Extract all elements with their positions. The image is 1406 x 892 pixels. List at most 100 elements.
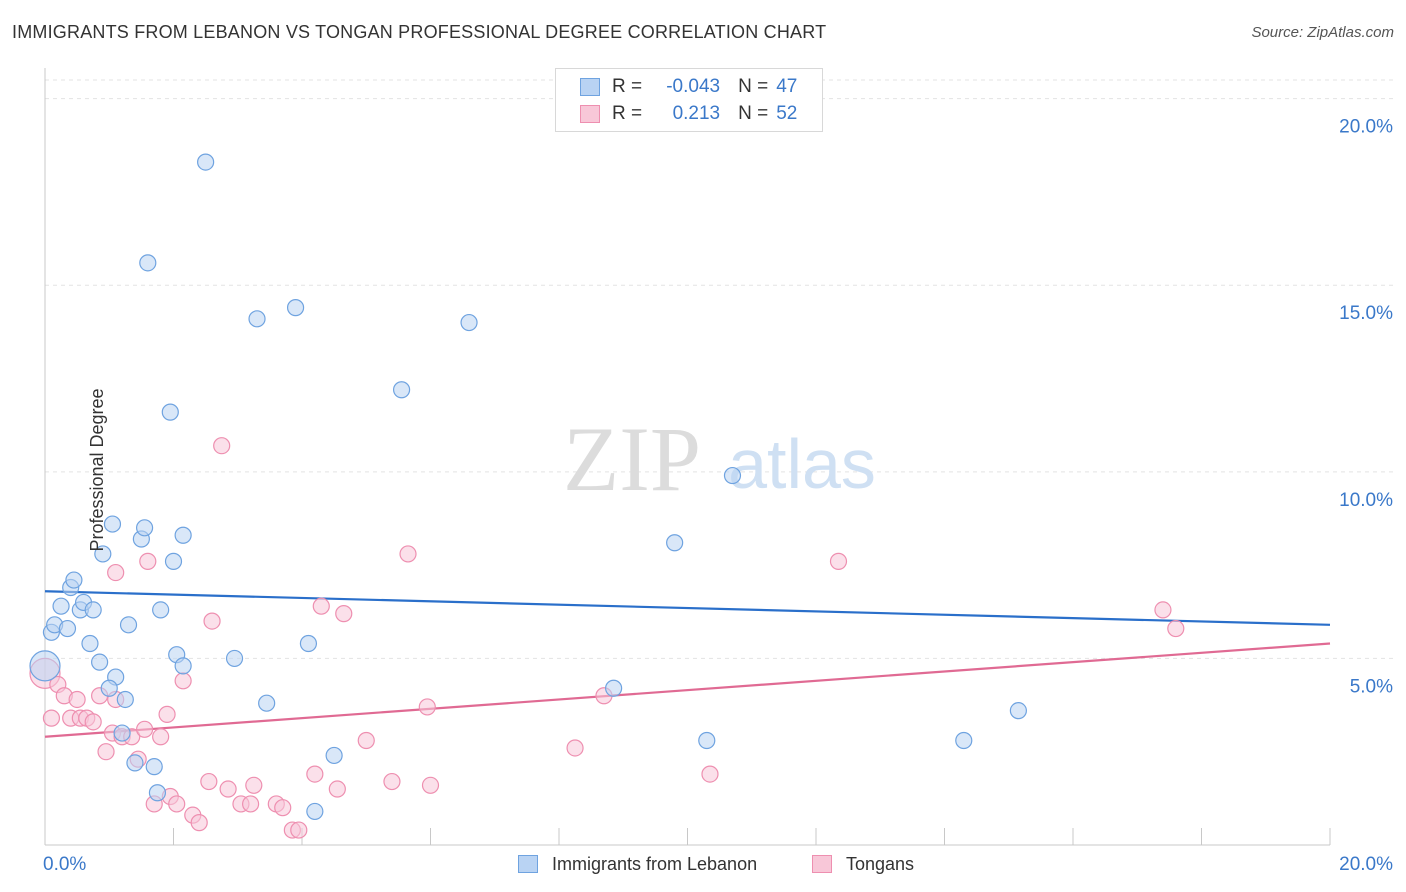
point-tongans [829, 552, 848, 570]
point-lebanon [197, 153, 215, 171]
data-points [29, 153, 1185, 839]
point-lebanon [666, 534, 684, 552]
point-tongans [107, 563, 125, 582]
point-lebanon [248, 310, 266, 328]
x-tick-label-right: 20.0% [1339, 854, 1393, 875]
point-lebanon [139, 254, 157, 272]
point-lebanon [84, 601, 102, 619]
point-lebanon [65, 571, 83, 589]
n-value-tongans: 52 [776, 103, 798, 124]
point-tongans [135, 720, 154, 738]
point-tongans [174, 672, 192, 690]
bottom-legend-swatch-tongans [812, 855, 832, 873]
point-lebanon [698, 731, 716, 750]
point-lebanon [286, 299, 305, 317]
point-lebanon [152, 601, 170, 619]
x-tick-label-left: 0.0% [43, 854, 86, 875]
point-tongans [383, 772, 401, 791]
point-lebanon [258, 694, 276, 712]
point-lebanon [164, 552, 183, 570]
legend-row-tongans: R = 0.213 N = 52 [580, 102, 797, 126]
point-lebanon [52, 597, 70, 615]
point-tongans [190, 814, 208, 832]
trend-line-tongans [44, 642, 1331, 738]
point-tongans [418, 698, 436, 716]
trend-line-lebanon [44, 590, 1331, 626]
point-lebanon [225, 649, 244, 668]
point-tongans [290, 821, 308, 839]
point-lebanon [174, 657, 192, 675]
point-tongans [335, 605, 353, 623]
point-tongans [312, 597, 330, 615]
bottom-legend-label-tongans: Tongans [846, 853, 915, 874]
stats-legend: R = -0.043 N = 47 R = 0.213 N = 52 [555, 68, 823, 132]
point-tongans [152, 728, 170, 746]
legend-swatch-lebanon [580, 78, 600, 96]
point-lebanon [306, 802, 324, 821]
watermark: ZIP atlas [563, 408, 876, 510]
point-lebanon [29, 650, 61, 682]
point-lebanon [103, 515, 122, 533]
tick-labels: 5.0% 10.0% 15.0% 20.0% 0.0% 20.0% [43, 117, 1393, 875]
r-value-lebanon: -0.043 [666, 76, 721, 97]
n-label: N = [738, 76, 769, 97]
point-tongans [274, 799, 292, 817]
point-lebanon [119, 616, 138, 634]
r-label: R = [612, 76, 643, 97]
legend-row-lebanon: R = -0.043 N = 47 [580, 75, 797, 99]
point-tongans [139, 552, 157, 570]
watermark-atlas: atlas [728, 425, 876, 503]
point-tongans [306, 765, 324, 783]
point-lebanon [116, 690, 134, 709]
bottom-legend-tongans: Tongans [812, 852, 914, 876]
point-lebanon [145, 758, 163, 776]
point-tongans [84, 713, 102, 731]
point-tongans [1154, 601, 1172, 619]
point-tongans [97, 743, 115, 761]
point-tongans [357, 731, 375, 750]
point-lebanon [94, 545, 112, 563]
bottom-legend-label-lebanon: Immigrants from Lebanon [552, 853, 758, 874]
point-tongans [421, 776, 440, 794]
n-value-lebanon: 47 [776, 76, 798, 97]
point-tongans [203, 612, 221, 630]
point-tongans [245, 776, 263, 794]
point-tongans [1167, 619, 1185, 638]
point-tongans [701, 765, 719, 783]
point-tongans [200, 772, 218, 791]
legend-swatch-tongans [580, 105, 600, 123]
bottom-legend-swatch-lebanon [518, 855, 538, 873]
gridlines [45, 79, 1395, 659]
bottom-legend-lebanon: Immigrants from Lebanon [518, 852, 757, 876]
point-lebanon [955, 731, 973, 750]
point-lebanon [1009, 702, 1027, 720]
point-lebanon [81, 634, 99, 653]
point-lebanon [58, 619, 77, 638]
point-lebanon [126, 754, 144, 772]
point-tongans [399, 545, 417, 563]
point-lebanon [91, 653, 109, 671]
point-lebanon [148, 784, 167, 802]
source-label: Source: ZipAtlas.com [1251, 24, 1394, 41]
y-tick-label: 10.0% [1339, 490, 1393, 511]
point-lebanon [723, 466, 742, 485]
point-lebanon [460, 313, 478, 332]
point-lebanon [135, 519, 154, 537]
y-tick-label: 5.0% [1350, 676, 1393, 697]
point-lebanon [174, 526, 192, 544]
point-tongans [328, 780, 346, 798]
y-tick-label: 20.0% [1339, 117, 1393, 138]
point-tongans [566, 739, 584, 757]
chart-title: IMMIGRANTS FROM LEBANON VS TONGAN PROFES… [12, 22, 827, 42]
point-tongans [158, 705, 176, 723]
point-lebanon [605, 679, 623, 697]
watermark-zip: ZIP [563, 408, 701, 510]
point-lebanon [325, 746, 343, 765]
point-lebanon [100, 679, 118, 697]
point-lebanon [113, 724, 131, 742]
y-axis-label: Professional Degree [87, 388, 108, 552]
point-tongans [42, 709, 61, 727]
r-value-tongans: 0.213 [672, 103, 721, 124]
point-tongans [242, 795, 260, 813]
